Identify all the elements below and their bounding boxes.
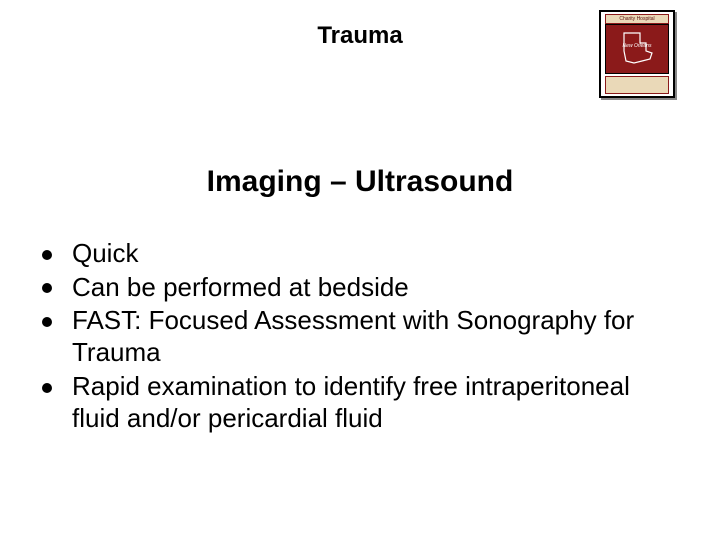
logo-banner-bottom: [605, 76, 669, 94]
list-item: Can be performed at bedside: [30, 272, 680, 304]
bullet-text: Can be performed at bedside: [72, 272, 409, 302]
list-item: FAST: Focused Assessment with Sonography…: [30, 305, 680, 368]
bullet-text: FAST: Focused Assessment with Sonography…: [72, 305, 634, 367]
bullet-list: Quick Can be performed at bedside FAST: …: [30, 238, 680, 436]
logo-banner-top: Charity Hospital: [605, 14, 669, 24]
bullet-text: Rapid examination to identify free intra…: [72, 371, 630, 433]
list-item: Rapid examination to identify free intra…: [30, 371, 680, 434]
hospital-logo: Charity Hospital New Orleans: [599, 10, 675, 98]
bullet-text: Quick: [72, 238, 138, 268]
slide: Trauma Charity Hospital New Orleans Imag…: [0, 0, 720, 540]
logo-badge: New Orleans: [605, 24, 669, 74]
list-item: Quick: [30, 238, 680, 270]
slide-subtitle: Imaging – Ultrasound: [0, 165, 720, 199]
logo-city-text: New Orleans: [606, 43, 668, 49]
